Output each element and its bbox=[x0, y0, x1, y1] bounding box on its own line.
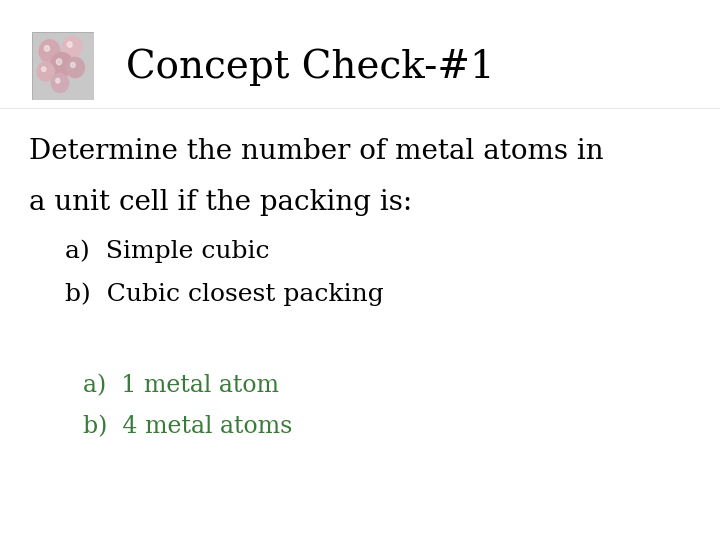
Circle shape bbox=[37, 62, 55, 81]
Circle shape bbox=[45, 45, 50, 51]
Text: a)  Simple cubic: a) Simple cubic bbox=[65, 239, 269, 263]
Circle shape bbox=[42, 67, 46, 72]
Circle shape bbox=[71, 63, 76, 68]
Text: Concept Check-#1: Concept Check-#1 bbox=[126, 49, 495, 86]
Circle shape bbox=[50, 53, 73, 77]
Circle shape bbox=[56, 59, 62, 65]
Text: b)  Cubic closest packing: b) Cubic closest packing bbox=[65, 282, 384, 306]
Text: Determine the number of metal atoms in: Determine the number of metal atoms in bbox=[29, 138, 603, 165]
Circle shape bbox=[67, 42, 72, 47]
Circle shape bbox=[55, 78, 60, 83]
Text: a unit cell if the packing is:: a unit cell if the packing is: bbox=[29, 189, 412, 216]
Text: b)  4 metal atoms: b) 4 metal atoms bbox=[83, 415, 292, 438]
Circle shape bbox=[51, 73, 68, 92]
Text: a)  1 metal atom: a) 1 metal atom bbox=[83, 375, 279, 397]
Circle shape bbox=[63, 37, 82, 58]
Circle shape bbox=[39, 40, 60, 63]
Circle shape bbox=[66, 57, 84, 78]
